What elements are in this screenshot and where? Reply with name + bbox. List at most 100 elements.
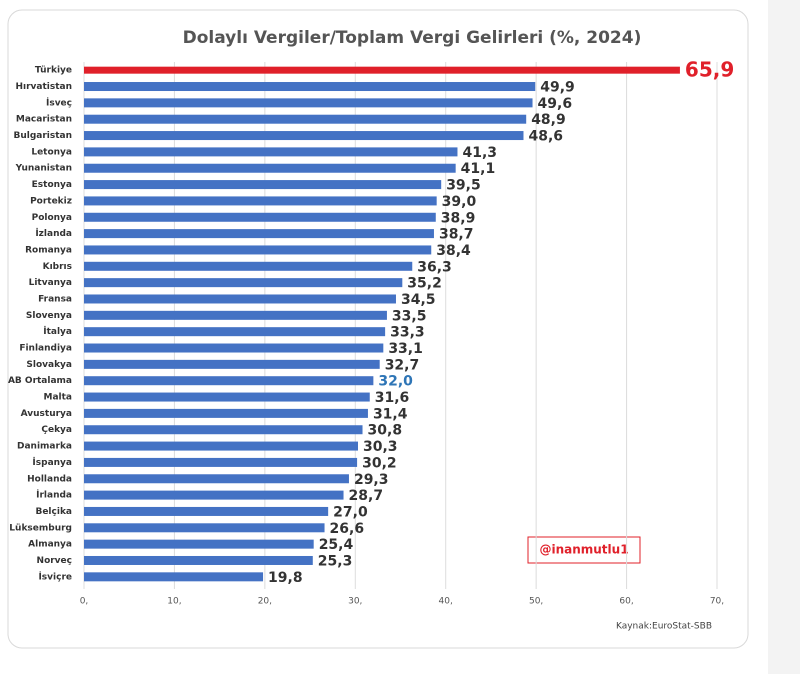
y-tick-label: Norveç <box>37 556 72 566</box>
x-tick-label: 20, <box>258 597 272 607</box>
bar <box>84 555 313 565</box>
y-tick-label: Almanya <box>28 540 72 550</box>
y-tick-label: Hırvatistan <box>15 82 72 92</box>
y-tick-label: Romanya <box>25 245 72 255</box>
y-tick-label: Polonya <box>32 213 72 223</box>
value-label: 39,0 <box>442 194 477 210</box>
y-tick-label: Hollanda <box>27 474 72 484</box>
y-tick-label: Litvanya <box>29 278 72 288</box>
value-label: 30,8 <box>368 423 403 439</box>
value-label: 49,6 <box>538 96 573 112</box>
y-tick-label: İtalya <box>43 326 72 337</box>
x-tick-label: 50, <box>529 597 543 607</box>
y-tick-label: İzlanda <box>35 228 72 239</box>
annotation-box <box>527 536 641 564</box>
bar <box>84 392 370 402</box>
bar <box>84 506 329 516</box>
y-tick-label: Malta <box>44 393 73 403</box>
value-label: 25,4 <box>319 537 354 553</box>
bar <box>84 343 384 353</box>
chart-title: Dolaylı Vergiler/Toplam Vergi Gelirleri … <box>183 28 642 48</box>
y-tick-label: Türkiye <box>35 66 72 76</box>
value-label: 30,2 <box>362 455 397 471</box>
bar <box>84 294 396 304</box>
value-label: 33,1 <box>388 341 423 357</box>
value-label: 28,7 <box>349 488 384 504</box>
value-label: 26,6 <box>330 521 365 537</box>
x-tick-label: 60, <box>619 597 633 607</box>
bar <box>84 261 413 271</box>
bar <box>84 425 363 435</box>
bar <box>84 539 314 549</box>
x-tick-label: 30, <box>348 597 362 607</box>
annotation: @inanmutlu1 <box>539 543 628 557</box>
value-label: 30,3 <box>363 439 398 455</box>
value-label: 38,9 <box>441 210 476 226</box>
y-tick-label: İspanya <box>32 457 72 468</box>
value-label: 29,3 <box>354 472 389 488</box>
y-tick-label: Avusturya <box>21 409 72 419</box>
value-label: 65,9 <box>685 58 734 82</box>
bar <box>84 114 527 124</box>
bar <box>84 278 403 288</box>
value-label: 48,9 <box>531 112 566 128</box>
bar <box>84 327 386 337</box>
y-tick-label: Danimarka <box>17 442 72 452</box>
value-label: 32,7 <box>385 357 420 373</box>
x-tick-label: 0, <box>80 597 89 607</box>
y-tick-label: Lüksemburg <box>9 523 72 533</box>
bar <box>84 98 533 108</box>
y-tick-label: Letonya <box>31 147 72 157</box>
value-label: 48,6 <box>528 129 563 145</box>
y-tick-label: Portekiz <box>30 196 72 206</box>
bar <box>84 359 380 369</box>
value-label: 32,0 <box>378 374 413 390</box>
value-label: 34,5 <box>401 292 436 308</box>
value-label: 41,1 <box>461 161 496 177</box>
bar <box>84 408 368 418</box>
y-tick-label: AB Ortalama <box>8 376 72 386</box>
bar <box>84 163 456 173</box>
x-tick-label: 40, <box>439 597 453 607</box>
y-tick-label: Slovenya <box>26 311 72 321</box>
value-label: 38,4 <box>436 243 471 259</box>
bar <box>84 245 432 255</box>
value-label: 27,0 <box>333 504 368 520</box>
y-tick-label: Slovakya <box>26 360 72 370</box>
source: Kaynak:EuroStat-SBB <box>616 622 712 632</box>
y-tick-label: İsviçre <box>38 571 72 582</box>
y-tick-label: Yunanistan <box>15 164 72 174</box>
y-tick-label: Kıbrıs <box>43 262 72 272</box>
y-tick-label: İsveç <box>46 97 72 108</box>
bar <box>84 196 437 206</box>
bar <box>84 457 358 467</box>
bar <box>84 66 680 74</box>
bar <box>84 441 358 451</box>
bar <box>84 131 524 141</box>
value-label: 31,6 <box>375 390 410 406</box>
y-tick-label: Bulgaristan <box>13 131 72 141</box>
bar <box>84 310 387 320</box>
bar <box>84 376 374 386</box>
value-label: 25,3 <box>318 553 353 569</box>
value-label: 36,3 <box>417 259 452 275</box>
x-tick-label: 10, <box>167 597 181 607</box>
bar <box>84 82 536 92</box>
y-tick-label: Finlandiya <box>19 344 72 354</box>
value-label: 38,7 <box>439 227 474 243</box>
y-tick-label: Estonya <box>32 180 72 190</box>
value-label: 33,5 <box>392 308 427 324</box>
value-label: 19,8 <box>268 570 303 586</box>
side-strip <box>768 0 800 674</box>
bar <box>84 490 344 500</box>
bar <box>84 212 436 222</box>
bar <box>84 147 458 157</box>
y-tick-label: Belçika <box>35 507 72 517</box>
x-tick-label: 70, <box>710 597 724 607</box>
y-tick-label: Fransa <box>38 294 72 304</box>
value-label: 35,2 <box>407 276 442 292</box>
bar <box>84 180 442 190</box>
value-label: 31,4 <box>373 406 408 422</box>
y-tick-label: Çekya <box>41 425 72 435</box>
